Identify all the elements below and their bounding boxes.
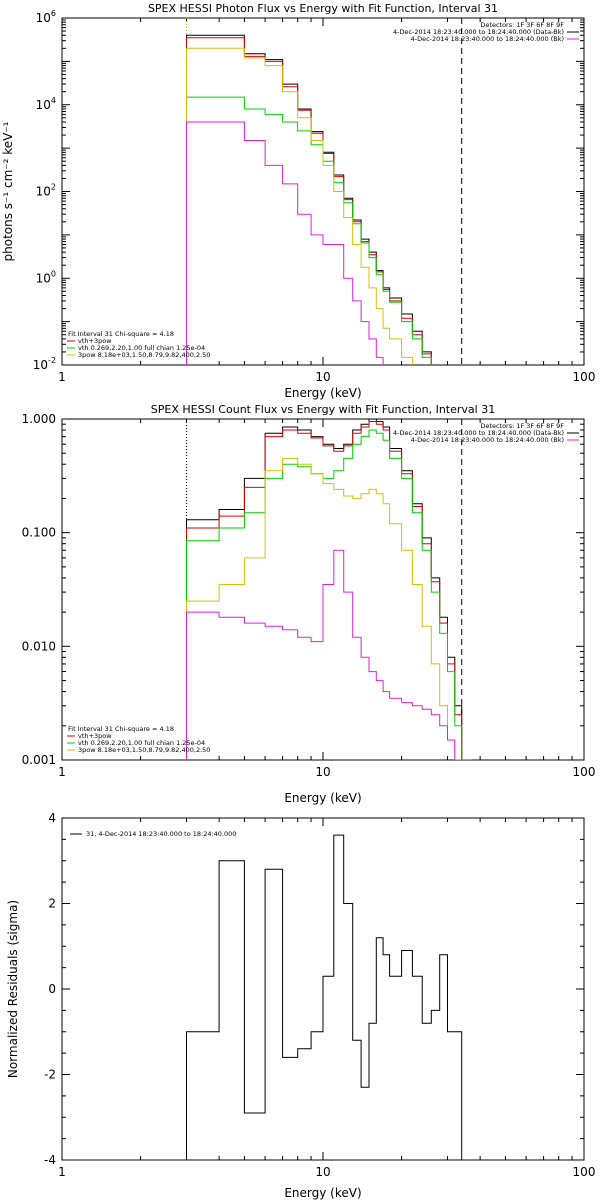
data-area bbox=[186, 834, 463, 1160]
y-tick-label: 100 bbox=[36, 269, 56, 285]
y-tick-label: 0 bbox=[48, 982, 56, 996]
legend-top-entry: 4-Dec-2014 18:23:40.000 to 18:24:40.000 … bbox=[411, 35, 564, 43]
chart-title: SPEX HESSI Photon Flux vs Energy with Fi… bbox=[148, 2, 498, 15]
legend-bottom-entry: Fit Interval 31 Chi-square = 4.18 bbox=[68, 725, 174, 733]
legend-top-entry: Detectors: 1F 3F 6F 8F 9F bbox=[480, 21, 564, 29]
legend-top-entry: 4-Dec-2014 18:23:40.000 to 18:24:40.000 … bbox=[393, 28, 564, 36]
y-tick-label: 104 bbox=[36, 96, 56, 112]
y-tick-label: -4 bbox=[44, 1153, 56, 1167]
legend-bottom-entry: vth+3pow bbox=[78, 337, 112, 345]
x-tick-label: 1 bbox=[58, 370, 66, 384]
x-tick-label: 10 bbox=[315, 370, 330, 384]
series-5-histogram bbox=[186, 549, 463, 760]
series-3-histogram bbox=[186, 429, 463, 760]
legend-bottom-entry: vth 0.269,2.20,1.00 full chian 1.25e-04 bbox=[78, 344, 205, 352]
series-4-histogram bbox=[186, 47, 413, 365]
legend-bottom-entry: vth 0.269,2.20,1.00 full chian 1.25e-04 bbox=[78, 739, 205, 747]
plot-frame bbox=[61, 17, 585, 366]
legend-entry: 31, 4-Dec-2014 18:23:40.000 to 18:24:40.… bbox=[86, 830, 236, 838]
x-tick-label: 10 bbox=[315, 1165, 330, 1179]
x-axis-label: Energy (keV) bbox=[284, 386, 361, 400]
y-axis-label: Normalized Residuals (sigma) bbox=[6, 900, 20, 1078]
chart-title: SPEX HESSI Count Flux vs Energy with Fit… bbox=[151, 403, 495, 416]
series-2-histogram bbox=[186, 37, 432, 365]
x-tick-label: 100 bbox=[573, 765, 596, 779]
x-tick-label: 1 bbox=[58, 1165, 66, 1179]
x-tick-label: 1 bbox=[58, 765, 66, 779]
series-4-histogram bbox=[186, 457, 456, 760]
y-tick-label: 0.001 bbox=[22, 753, 56, 767]
chart-1: SPEX HESSI Photon Flux vs Energy with Fi… bbox=[1, 2, 595, 400]
y-axis-label: photons s⁻¹ cm⁻² keV⁻¹ bbox=[1, 121, 15, 261]
y-tick-label: 0.010 bbox=[22, 639, 56, 653]
y-tick-label: -2 bbox=[44, 1068, 56, 1082]
y-tick-label: 102 bbox=[36, 183, 56, 199]
data-area bbox=[186, 419, 472, 760]
x-axis-label: Energy (keV) bbox=[284, 1186, 361, 1200]
y-tick-label: 10-2 bbox=[33, 356, 56, 372]
x-tick-label: 100 bbox=[573, 370, 596, 384]
y-tick-label: 2 bbox=[48, 897, 56, 911]
legend-bottom-entry: 3pow 8.18e+03,1.50,8.79,9.82,400,2.50 bbox=[78, 351, 210, 359]
legend-bottom-entry: Fit Interval 31 Chi-square = 4.18 bbox=[68, 330, 174, 338]
y-tick-label: 4 bbox=[48, 811, 56, 825]
chart-2: SPEX HESSI Count Flux vs Energy with Fit… bbox=[22, 403, 596, 805]
legend-top-entry: 4-Dec-2014 18:23:40.000 to 18:24:40.000 … bbox=[393, 429, 564, 437]
chart-3: 1 10 100 -4 -2 0 2 4 Energy (keV) Normalized Resi… bbox=[6, 811, 595, 1200]
x-axis-label: Energy (keV) bbox=[284, 791, 361, 805]
data-area bbox=[186, 34, 432, 365]
x-tick-label: 100 bbox=[573, 1165, 596, 1179]
y-tick-label: 106 bbox=[36, 9, 56, 25]
series-5-histogram bbox=[186, 121, 384, 365]
legend-top-entry: Detectors: 1F 3F 6F 8F 9F bbox=[480, 422, 564, 430]
y-tick-label: 1.000 bbox=[22, 412, 56, 426]
y-tick-label: 0.100 bbox=[22, 526, 56, 540]
x-tick-label: 10 bbox=[315, 765, 330, 779]
series-1-histogram bbox=[186, 34, 432, 365]
series-3-histogram bbox=[186, 96, 432, 365]
series-1-histogram bbox=[186, 834, 463, 1160]
legend-top-entry: 4-Dec-2014 18:23:40.000 to 18:24:40.000 … bbox=[411, 436, 564, 444]
legend-bottom-entry: 3pow 8.18e+03,1.50,8.79,9.82,400,2.50 bbox=[78, 746, 210, 754]
legend-bottom-entry: vth+3pow bbox=[78, 732, 112, 740]
